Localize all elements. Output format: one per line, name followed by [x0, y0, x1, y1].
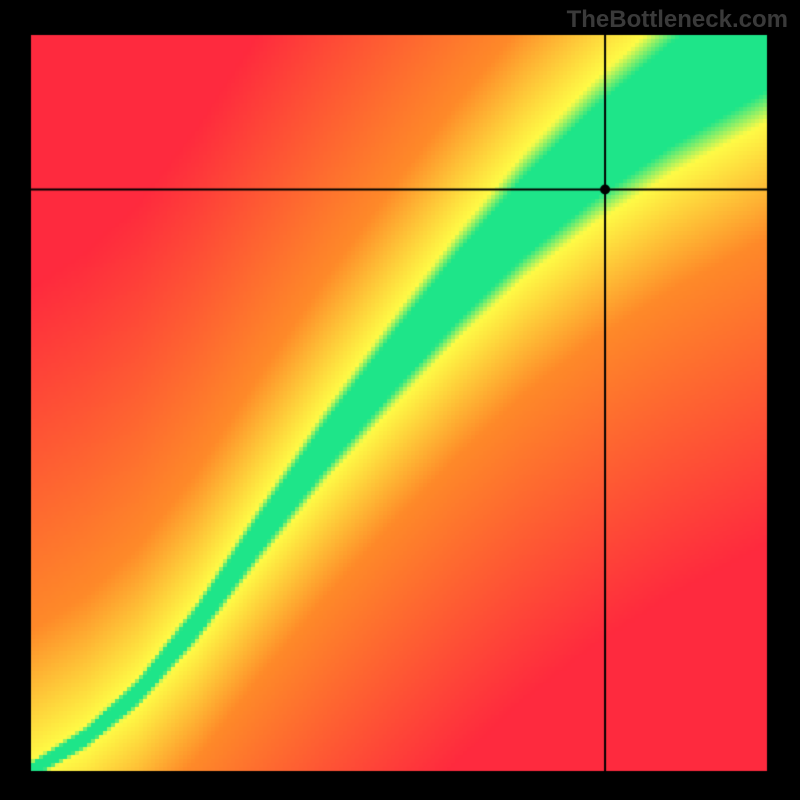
bottleneck-heatmap: [0, 0, 800, 800]
watermark-text: TheBottleneck.com: [567, 6, 788, 34]
chart-container: TheBottleneck.com: [0, 0, 800, 800]
